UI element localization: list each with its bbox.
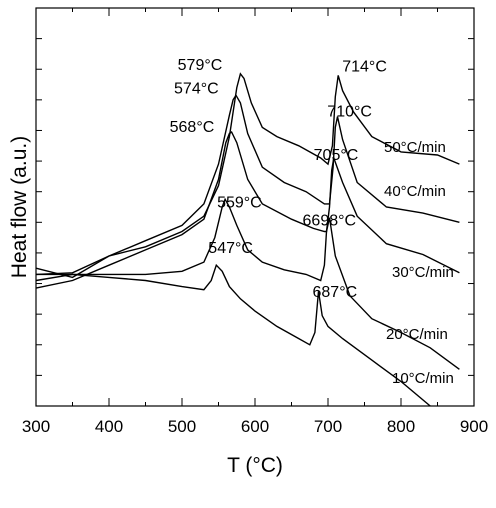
annotation-group: 579°C 574°C 568°C 559°C 547°C 714°C 710°C 705°C… bbox=[170, 57, 454, 387]
y-axis-title: Heat flow (a.u.) bbox=[8, 136, 31, 278]
peak-temperature-label: 559°C bbox=[217, 194, 262, 211]
x-axis-title: T (°C) bbox=[227, 454, 283, 477]
dsc-curve-1 bbox=[35, 72, 460, 279]
dsc-curve-2 bbox=[35, 93, 460, 276]
peak-temperature-label: 714°C bbox=[342, 58, 387, 75]
peak-temperature-label: 6698°C bbox=[303, 213, 357, 230]
dsc-curve-3 bbox=[35, 130, 460, 289]
peak-temperature-label: 568°C bbox=[170, 119, 215, 136]
heating-rate-label: 20°C/min bbox=[386, 326, 448, 343]
peak-temperature-label: 579°C bbox=[178, 57, 223, 74]
dsc-curve-4 bbox=[35, 197, 460, 370]
peak-temperature-label: 705°C bbox=[314, 147, 359, 164]
heating-rate-label: 50°C/min bbox=[384, 139, 446, 156]
heating-rate-label: 10°C/min bbox=[392, 370, 454, 387]
heating-rate-label: 30°C/min bbox=[392, 264, 454, 281]
x-tick-label: 600 bbox=[241, 417, 269, 436]
peak-temperature-label: 547°C bbox=[208, 240, 253, 257]
peak-temperature-label: 574°C bbox=[174, 80, 219, 97]
x-tick-label: 300 bbox=[22, 417, 50, 436]
peak-temperature-label: 710°C bbox=[327, 104, 372, 121]
x-tick-label: 400 bbox=[95, 417, 123, 436]
x-tick-label: 700 bbox=[314, 417, 342, 436]
x-tick-label: 800 bbox=[387, 417, 415, 436]
x-tick-label-group: 300 400 500 600 700 800 900 bbox=[22, 417, 488, 436]
peak-temperature-label: 687°C bbox=[313, 284, 358, 301]
heating-rate-label: 40°C/min bbox=[384, 183, 446, 200]
dsc-curve-5 bbox=[36, 263, 431, 407]
x-tick-label: 900 bbox=[460, 417, 488, 436]
curve-group bbox=[35, 72, 460, 407]
tick-group bbox=[35, 8, 475, 406]
x-tick-label: 500 bbox=[168, 417, 196, 436]
